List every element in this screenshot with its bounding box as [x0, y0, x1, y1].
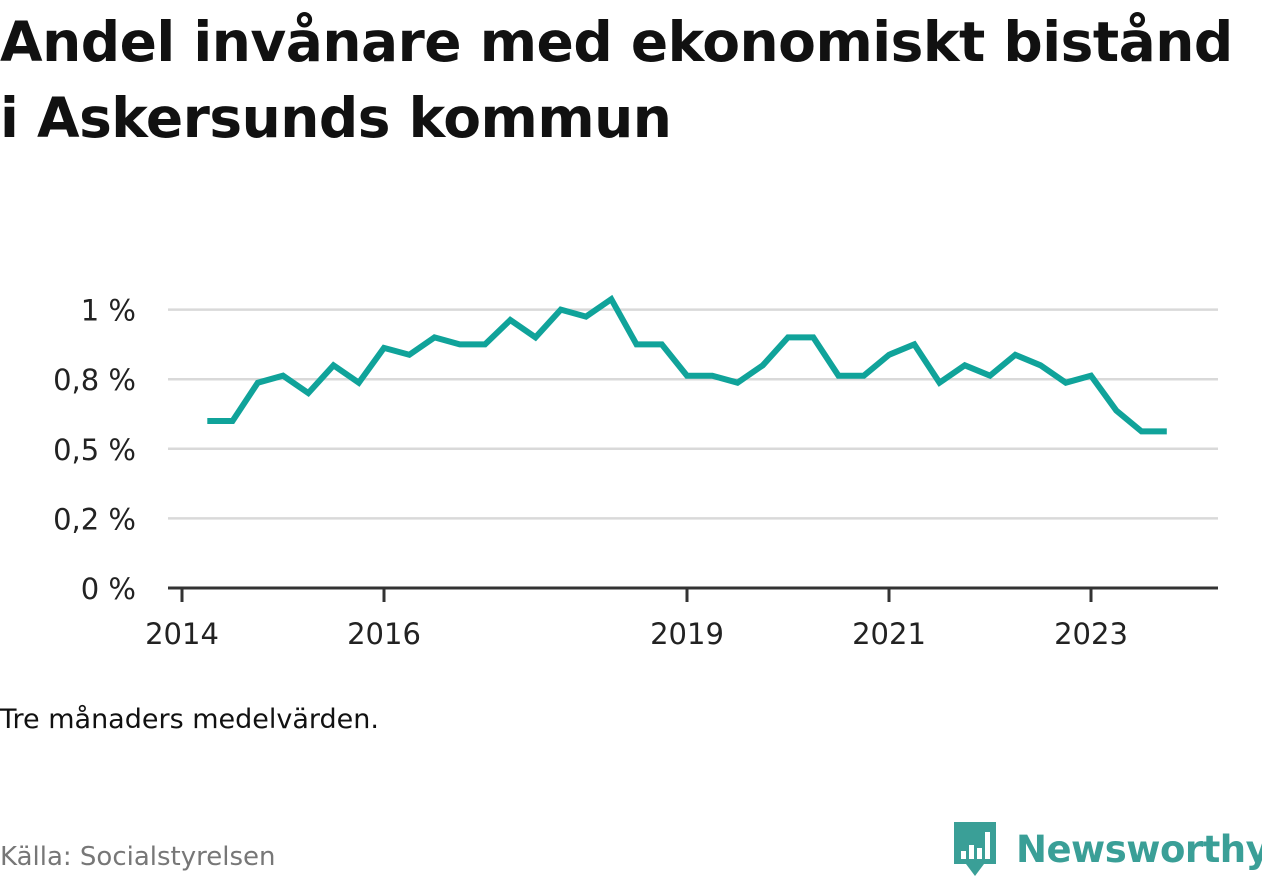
brand-name: Newsworthy: [1016, 827, 1262, 871]
x-ticks: 2014 2016 2019 2021 2023: [145, 588, 1128, 651]
x-tick-label: 2014: [145, 617, 219, 651]
x-tick-label: 2019: [650, 617, 724, 651]
y-tick-label: 0 %: [81, 572, 136, 606]
line-chart: 0 %0,2 %0,5 %0,8 %1 % 2014 2016 2019 2021 20…: [53, 294, 1218, 651]
y-tick-label: 0,2 %: [53, 502, 136, 536]
y-tick-labels: 0 % 0,2 % 0,5 % 0,8 % 1 %: [53, 294, 136, 606]
chart-title: Andel invånare med ekonomiskt bistånd i …: [0, 10, 1233, 150]
grid-lines: [168, 308, 1218, 520]
y-tick-label: 0,5 %: [53, 433, 136, 467]
x-tick-label: 2021: [852, 617, 926, 651]
chart-note: Tre månaders medelvärden.: [0, 704, 379, 735]
y-tick-label: 0,8 %: [53, 363, 136, 397]
series-line: [207, 294, 1167, 435]
series-layer: [207, 294, 1167, 435]
newsworthy-logo-icon: [954, 822, 996, 876]
x-tick-label: 2023: [1054, 617, 1128, 651]
y-tick-label: 1 %: [81, 294, 136, 328]
newsworthy-brand[interactable]: Newsworthy: [950, 818, 1262, 880]
x-tick-label: 2016: [347, 617, 421, 651]
source-credit: Källa: Socialstyrelsen: [0, 842, 276, 872]
